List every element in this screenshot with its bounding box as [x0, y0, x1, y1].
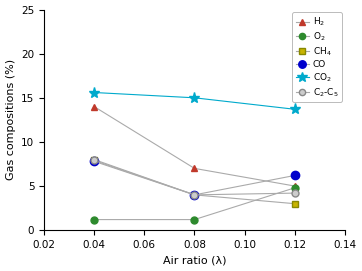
O$_2$ — [92, 218, 96, 221]
H$_2$ — [92, 105, 96, 108]
Line: CO: CO — [90, 157, 299, 199]
C$_2$-C$_5$ — [192, 193, 197, 196]
H$_2$ — [192, 167, 197, 170]
Y-axis label: Gas compositions (%): Gas compositions (%) — [5, 59, 16, 180]
CO$_2$ — [292, 108, 297, 111]
CO$_2$ — [192, 96, 197, 99]
O$_2$ — [192, 218, 197, 221]
Line: CH$_4$: CH$_4$ — [91, 156, 298, 207]
C$_2$-C$_5$ — [292, 192, 297, 195]
X-axis label: Air ratio (λ): Air ratio (λ) — [163, 256, 226, 265]
CO — [292, 174, 297, 177]
CO — [192, 193, 197, 196]
CH$_4$ — [92, 158, 96, 161]
CH$_4$ — [292, 202, 297, 205]
Line: CO$_2$: CO$_2$ — [89, 87, 300, 115]
Line: H$_2$: H$_2$ — [91, 103, 298, 189]
CO$_2$ — [92, 91, 96, 94]
CH$_4$ — [192, 193, 197, 196]
O$_2$ — [292, 186, 297, 189]
Line: C$_2$-C$_5$: C$_2$-C$_5$ — [91, 157, 298, 198]
H$_2$ — [292, 185, 297, 188]
Line: O$_2$: O$_2$ — [91, 184, 298, 223]
CO — [92, 160, 96, 163]
C$_2$-C$_5$ — [92, 159, 96, 162]
Legend: H$_2$, O$_2$, CH$_4$, CO, CO$_2$, C$_2$-C$_5$: H$_2$, O$_2$, CH$_4$, CO, CO$_2$, C$_2$-… — [292, 12, 342, 102]
